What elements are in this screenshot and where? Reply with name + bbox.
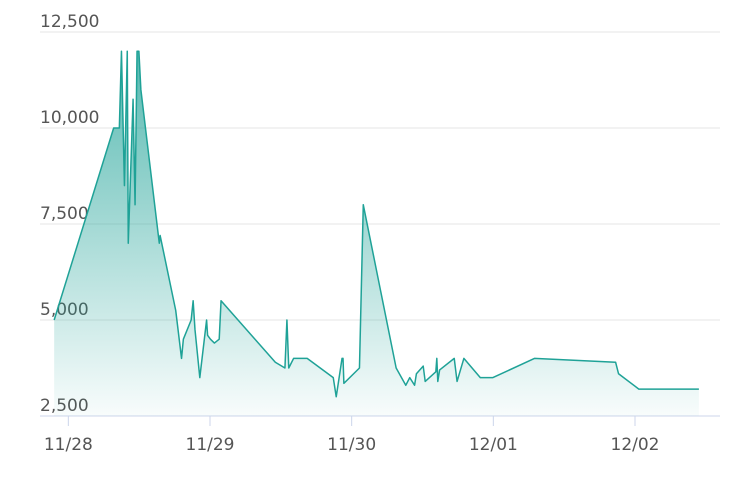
x-tick-label: 12/02: [611, 435, 660, 455]
x-tick-label: 12/01: [469, 435, 518, 455]
x-tick-label: 11/30: [327, 435, 376, 455]
y-tick-label: 10,000: [40, 108, 99, 128]
y-tick-label: 12,500: [40, 12, 99, 32]
area-fill: [54, 51, 699, 416]
x-tick-label: 11/29: [186, 435, 235, 455]
y-tick-label: 7,500: [40, 204, 89, 224]
x-tick-label: 11/28: [44, 435, 93, 455]
area-line: [53, 50, 699, 398]
